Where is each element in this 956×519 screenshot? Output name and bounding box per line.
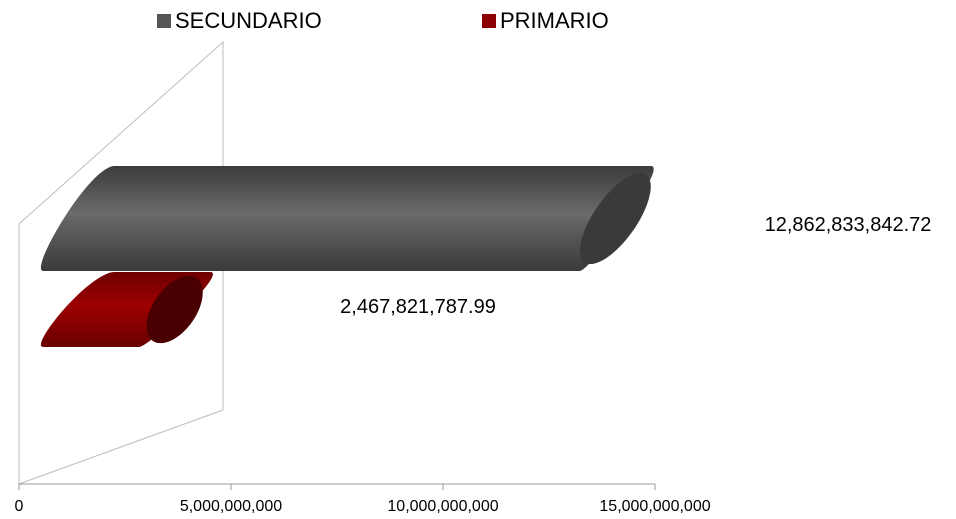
legend-item-secundario: SECUNDARIO (157, 8, 322, 34)
bar-secundario-cap (580, 172, 651, 265)
x-tick-label: 5,000,000,000 (180, 498, 282, 515)
x-tick-label: 15,000,000,000 (599, 498, 710, 515)
x-tick-label: 10,000,000,000 (387, 498, 498, 515)
legend-item-primario: PRIMARIO (482, 8, 609, 34)
bar-primario-cap (146, 275, 203, 344)
legend-swatch-primario (482, 14, 496, 28)
bar-secundario-body (40, 166, 654, 271)
bar-primario (40, 272, 213, 347)
legend-label-primario: PRIMARIO (500, 8, 609, 33)
x-tick-label: 0 (15, 498, 24, 515)
data-label-primario: 2,467,821,787.99 (340, 296, 496, 318)
data-label-secundario: 12,862,833,842.72 (765, 214, 932, 236)
legend-swatch-secundario (157, 14, 171, 28)
legend-label-secundario: SECUNDARIO (175, 8, 322, 33)
bar-secundario (40, 166, 654, 271)
legend: SECUNDARIO PRIMARIO (0, 8, 956, 36)
